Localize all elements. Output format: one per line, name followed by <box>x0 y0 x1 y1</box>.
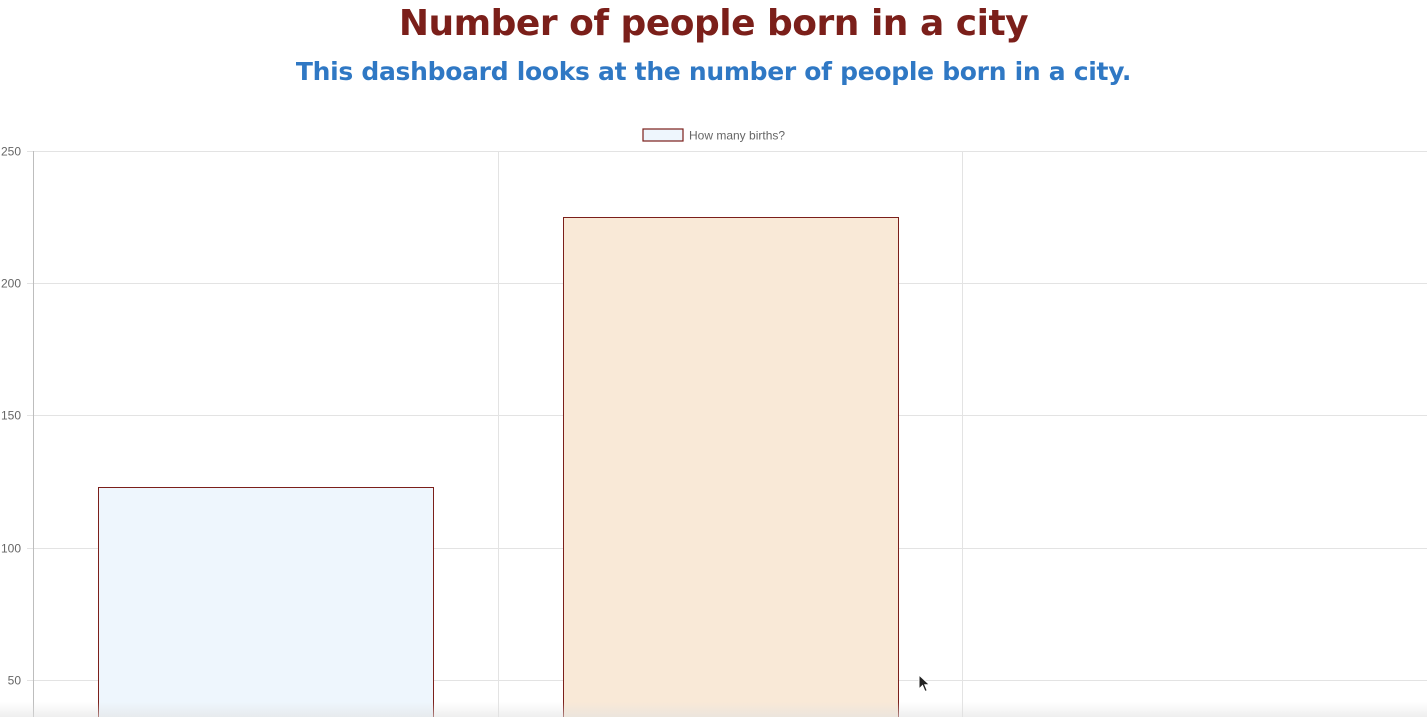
mouse-pointer-icon <box>918 674 931 693</box>
chart-bars <box>98 217 899 717</box>
y-tick-label: 200 <box>1 277 21 291</box>
y-tick-label: 150 <box>1 409 21 423</box>
y-tick-label: 100 <box>1 542 21 556</box>
chart-legend[interactable]: How many births? <box>642 128 785 143</box>
bar-1[interactable] <box>98 487 434 717</box>
page-title: Number of people born in a city <box>398 3 1029 44</box>
y-axis: 50 100 150 200 250 <box>1 145 34 717</box>
page-subtitle: This dashboard looks at the number of pe… <box>295 57 1132 86</box>
y-tick-label: 50 <box>8 674 22 688</box>
legend-swatch[interactable] <box>642 128 684 142</box>
legend-label[interactable]: How many births? <box>689 129 785 143</box>
y-tick-label: 250 <box>1 145 21 159</box>
bar-2[interactable] <box>563 217 899 717</box>
